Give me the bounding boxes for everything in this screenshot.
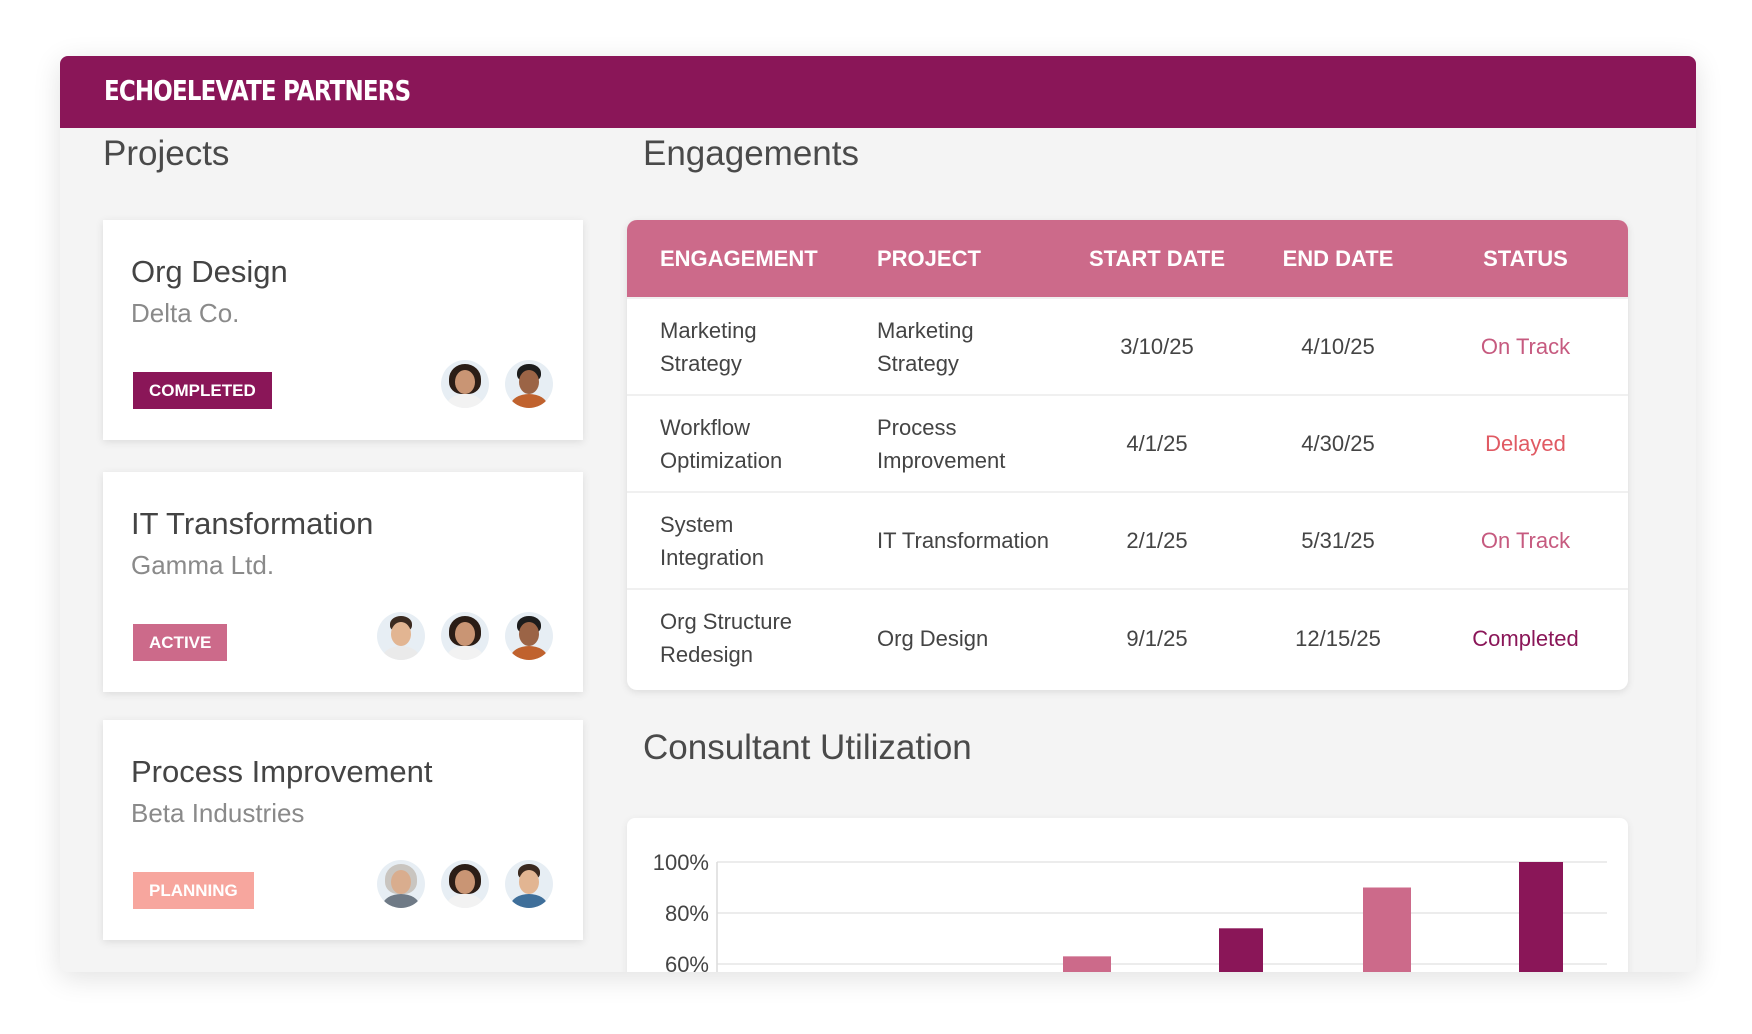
status-badge: PLANNING — [133, 872, 254, 909]
team-avatars — [377, 860, 553, 908]
man-portrait-avatar[interactable] — [505, 612, 553, 660]
column-header-engagement[interactable]: ENGAGEMENT — [660, 245, 818, 271]
status-cell: Delayed — [1423, 394, 1628, 492]
man-portrait-avatar[interactable] — [377, 612, 425, 660]
utilization-bar[interactable] — [1519, 862, 1563, 972]
project-card-org-design[interactable]: Org Design Delta Co. COMPLETED — [103, 220, 583, 440]
engagement-cell: System Integration — [627, 491, 844, 589]
project-name: Process Improvement — [131, 754, 433, 789]
team-avatars — [377, 612, 553, 660]
column-header-end-date[interactable]: END DATE — [1282, 245, 1394, 271]
woman-portrait-avatar[interactable] — [441, 612, 489, 660]
table-header-row: ENGAGEMENT PROJECT START DATE END DATE S… — [627, 220, 1628, 298]
engagement-cell: Org Structure Redesign — [627, 588, 844, 686]
utilization-bar[interactable] — [1363, 887, 1411, 973]
table-row[interactable]: System Integration IT Transformation 2/1/… — [627, 491, 1628, 589]
project-client: Delta Co. — [131, 298, 240, 328]
project-card-process-improvement[interactable]: Process Improvement Beta Industries PLAN… — [103, 720, 583, 940]
team-avatars — [441, 360, 553, 408]
column-header-start-date[interactable]: START DATE — [1088, 245, 1226, 271]
table-row[interactable]: Workflow Optimization Process Improvement … — [627, 394, 1628, 492]
brand-logo-text: ECHOELEVATE PARTNERS — [104, 74, 411, 107]
utilization-bar[interactable] — [1219, 928, 1263, 972]
woman-portrait-avatar[interactable] — [441, 860, 489, 908]
project-cell: IT Transformation — [844, 491, 1061, 589]
app-window: ECHOELEVATE PARTNERS Projects Engagement… — [60, 56, 1696, 972]
project-cell: Org Design — [844, 588, 1061, 686]
utilization-section-title: Consultant Utilization — [643, 728, 972, 767]
utilization-chart-card: 100% 80% 60% — [627, 818, 1628, 972]
status-badge: COMPLETED — [133, 372, 272, 409]
project-cell: Process Improvement — [844, 394, 1061, 492]
end-date-cell: 4/30/25 — [1253, 394, 1423, 492]
engagements-section-title: Engagements — [643, 134, 859, 173]
end-date-cell: 4/10/25 — [1253, 297, 1423, 395]
man-portrait-avatar[interactable] — [505, 860, 553, 908]
y-tick-label: 100% — [653, 850, 709, 875]
project-card-it-transformation[interactable]: IT Transformation Gamma Ltd. ACTIVE — [103, 472, 583, 692]
end-date-cell: 5/31/25 — [1253, 491, 1423, 589]
status-cell: On Track — [1423, 297, 1628, 395]
engagement-cell: Marketing Strategy — [627, 297, 844, 395]
end-date-cell: 12/15/25 — [1253, 588, 1423, 686]
y-tick-label: 80% — [665, 901, 709, 926]
y-tick-label: 60% — [665, 952, 709, 972]
start-date-cell: 4/1/25 — [1061, 394, 1253, 492]
projects-section-title: Projects — [103, 134, 230, 173]
engagements-table: ENGAGEMENT PROJECT START DATE END DATE S… — [627, 220, 1628, 690]
project-client: Beta Industries — [131, 798, 305, 828]
start-date-cell: 3/10/25 — [1061, 297, 1253, 395]
utilization-bar-chart: 100% 80% 60% — [653, 850, 1607, 973]
engagement-cell: Workflow Optimization — [627, 394, 844, 492]
woman-portrait-avatar[interactable] — [441, 360, 489, 408]
status-cell: Completed — [1423, 588, 1628, 686]
status-cell: On Track — [1423, 491, 1628, 589]
status-badge: ACTIVE — [133, 624, 228, 661]
project-cell: Marketing Strategy — [844, 297, 1061, 395]
project-client: Gamma Ltd. — [131, 550, 275, 580]
utilization-bar[interactable] — [1063, 956, 1111, 972]
column-header-status[interactable]: STATUS — [1483, 245, 1568, 271]
table-row[interactable]: Marketing Strategy Marketing Strategy 3/10… — [627, 297, 1628, 395]
man-portrait-avatar[interactable] — [505, 360, 553, 408]
older-woman-portrait-avatar[interactable] — [377, 860, 425, 908]
table-row[interactable]: Org Structure Redesign Org Design 9/1/25 … — [627, 588, 1628, 686]
column-header-project[interactable]: PROJECT — [877, 245, 981, 271]
start-date-cell: 2/1/25 — [1061, 491, 1253, 589]
start-date-cell: 9/1/25 — [1061, 588, 1253, 686]
app-header: ECHOELEVATE PARTNERS — [60, 56, 1696, 128]
project-name: IT Transformation — [131, 506, 374, 541]
project-name: Org Design — [131, 254, 288, 289]
